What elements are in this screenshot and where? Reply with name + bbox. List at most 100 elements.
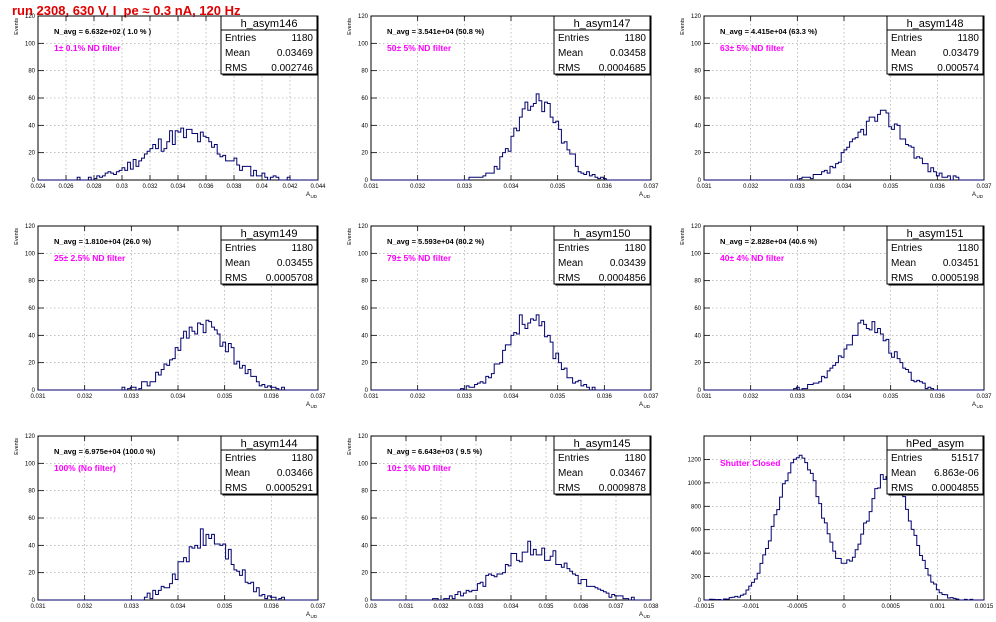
x-tick-label: 0.031 xyxy=(30,604,46,610)
histogram-name: h_asym146 xyxy=(241,18,298,30)
x-tick-label: 0.036 xyxy=(597,394,613,400)
x-tick-label: 0.033 xyxy=(457,184,473,190)
stat-label-rms: RMS xyxy=(225,273,248,284)
x-tick-label: 0.044 xyxy=(310,184,326,190)
y-axis-title: Events xyxy=(14,228,20,245)
stat-label-rms: RMS xyxy=(558,63,581,74)
x-tick-label: 0.001 xyxy=(930,604,946,610)
filter-label: 50± 5% ND filter xyxy=(387,43,452,53)
histogram-name: h_asym149 xyxy=(241,228,298,240)
y-tick-label: 120 xyxy=(691,14,702,20)
stat-label-mean: Mean xyxy=(558,48,583,59)
y-axis-title: Events xyxy=(347,228,353,245)
x-tick-label: 0.035 xyxy=(217,394,233,400)
histogram-curve xyxy=(38,127,318,181)
y-tick-label: 800 xyxy=(691,504,702,510)
n-avg-annotation: N_avg = 3.541e+04 (50.8 %) xyxy=(387,27,485,36)
x-axis-title-a: A xyxy=(306,402,310,408)
y-tick-label: 60 xyxy=(361,96,368,102)
x-tick-label: 0.033 xyxy=(790,184,806,190)
y-tick-label: 80 xyxy=(361,279,368,285)
stat-value-mean: 0.03458 xyxy=(610,48,647,59)
y-tick-label: 80 xyxy=(28,69,35,75)
y-axis-title: Events xyxy=(347,438,353,455)
y-tick-label: 20 xyxy=(694,151,701,157)
y-tick-label: 1200 xyxy=(688,457,702,463)
x-tick-label: 0.032 xyxy=(142,184,158,190)
stat-value-rms: 0.0005708 xyxy=(266,273,314,284)
y-tick-label: 60 xyxy=(28,96,35,102)
histogram-curve xyxy=(704,454,984,601)
stat-value-mean: 6.863e-06 xyxy=(934,468,979,479)
x-axis-title-a: A xyxy=(639,192,643,198)
histogram-curve xyxy=(371,93,651,181)
x-tick-label: 0.035 xyxy=(883,394,899,400)
y-tick-label: 60 xyxy=(694,96,701,102)
y-tick-label: 100 xyxy=(358,461,369,467)
filter-label: 79± 5% ND filter xyxy=(387,253,452,263)
x-tick-label: 0.036 xyxy=(264,394,280,400)
y-tick-label: 120 xyxy=(25,224,36,230)
x-tick-label: 0.031 xyxy=(30,394,46,400)
y-tick-label: 80 xyxy=(694,279,701,285)
y-tick-label: 100 xyxy=(25,251,36,257)
x-axis-title-sub: UD xyxy=(977,194,984,199)
y-tick-label: 0 xyxy=(365,598,369,604)
x-tick-label: 0.036 xyxy=(573,604,589,610)
histogram-curve xyxy=(704,109,984,181)
y-tick-label: 0 xyxy=(365,388,369,394)
stat-value-mean: 0.03469 xyxy=(277,48,314,59)
histogram-curve xyxy=(38,319,318,391)
y-tick-label: 0 xyxy=(698,388,702,394)
x-tick-label: 0.038 xyxy=(226,184,242,190)
y-tick-label: 1000 xyxy=(688,481,702,487)
x-tick-label: 0.034 xyxy=(836,184,852,190)
x-tick-label: 0.024 xyxy=(30,184,46,190)
stat-value-entries: 1180 xyxy=(957,33,979,44)
y-tick-label: 20 xyxy=(28,151,35,157)
y-tick-label: 0 xyxy=(32,598,36,604)
n-avg-annotation: N_avg = 5.593e+04 (80.2 %) xyxy=(387,237,485,246)
x-axis-title-sub: UD xyxy=(311,614,318,619)
histogram-curve xyxy=(704,319,984,391)
stats-box xyxy=(553,15,651,75)
n-avg-annotation: N_avg = 4.415e+04 (63.3 %) xyxy=(720,27,818,36)
histogram-panel-h_asym149: 0.031 0.032 0.033 0.034 0.035 0.036 0.037 0 20 40… xyxy=(14,224,326,409)
y-tick-label: 0 xyxy=(32,388,36,394)
stat-value-rms: 0.0005291 xyxy=(266,483,314,494)
x-axis-title-a: A xyxy=(306,612,310,618)
x-tick-label: -0.0005 xyxy=(787,604,808,610)
x-tick-label: 0.037 xyxy=(608,604,624,610)
stat-label-rms: RMS xyxy=(891,273,914,284)
x-tick-label: 0.034 xyxy=(170,184,186,190)
stats-box xyxy=(553,225,651,285)
y-tick-label: 60 xyxy=(361,516,368,522)
y-tick-label: 100 xyxy=(691,251,702,257)
x-tick-label: 0.033 xyxy=(468,604,484,610)
stat-value-rms: 0.0004856 xyxy=(599,273,647,284)
x-tick-label: 0.031 xyxy=(398,604,414,610)
stat-value-entries: 1180 xyxy=(624,33,646,44)
x-tick-label: 0.034 xyxy=(170,394,186,400)
stats-box xyxy=(886,15,984,75)
x-tick-label: 0.034 xyxy=(503,394,519,400)
x-axis-title-a: A xyxy=(639,402,643,408)
stat-label-mean: Mean xyxy=(891,48,916,59)
y-axis-title: Events xyxy=(14,438,20,455)
x-axis-title-sub: UD xyxy=(644,404,651,409)
x-tick-label: 0.037 xyxy=(976,394,992,400)
histogram-panel-h_asym150: 0.031 0.032 0.033 0.034 0.035 0.036 0.037 0 20 40… xyxy=(347,224,659,409)
y-tick-label: 0 xyxy=(698,178,702,184)
stat-value-rms: 0.002746 xyxy=(271,63,313,74)
stat-value-rms: 0.0005198 xyxy=(932,273,980,284)
stat-value-mean: 0.03467 xyxy=(610,468,647,479)
stat-value-entries: 1180 xyxy=(624,453,646,464)
x-tick-label: 0.036 xyxy=(264,604,280,610)
x-tick-label: 0.034 xyxy=(503,604,519,610)
stats-box xyxy=(220,435,318,495)
x-tick-label: 0.035 xyxy=(883,184,899,190)
x-tick-label: 0.028 xyxy=(86,184,102,190)
x-axis-title-a: A xyxy=(972,402,976,408)
histogram-name: hPed_asym xyxy=(906,438,964,450)
y-tick-label: 40 xyxy=(28,333,35,339)
